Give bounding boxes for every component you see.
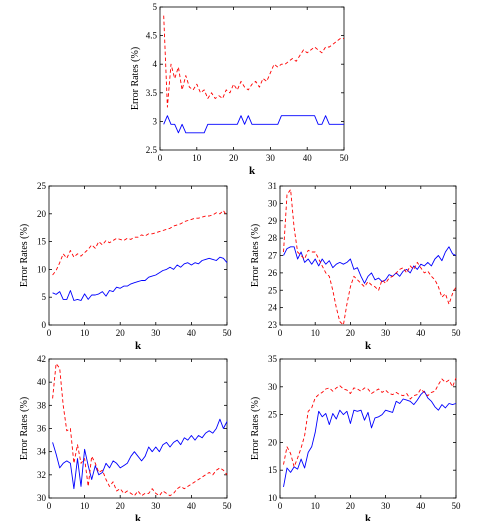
y-tick-label: 3.5 [146, 88, 158, 98]
x-tick-label: 10 [311, 501, 321, 511]
y-tick-label: 25 [268, 410, 278, 420]
x-tick-label: 20 [116, 328, 126, 338]
x-tick-label: 0 [278, 501, 283, 511]
x-tick-label: 30 [381, 501, 391, 511]
y-tick-label: 24 [268, 303, 278, 313]
x-tick-label: 50 [223, 328, 233, 338]
x-axis-label: k [135, 340, 142, 352]
y-tick-label: 4.5 [146, 31, 158, 41]
x-tick-label: 10 [80, 501, 90, 511]
series-line-blue-solid [52, 256, 228, 301]
x-tick-label: 30 [266, 153, 276, 163]
y-tick-label: 25 [37, 181, 47, 191]
y-tick-label: 28 [268, 233, 278, 243]
y-axis-label: Error Rates (%) [250, 224, 261, 287]
x-tick-label: 30 [151, 328, 161, 338]
y-tick-label: 32 [37, 470, 46, 480]
x-tick-label: 0 [158, 153, 163, 163]
y-tick-label: 26 [268, 268, 278, 278]
y-axis-label: Error Rates (%) [250, 397, 261, 460]
chart-panel-middle-left: 0 10 20 30 40 50 0 5 10 15 20 25 k Error Rates (%) [19, 181, 232, 352]
series-line-blue-solid [283, 246, 457, 284]
x-axis-label: k [365, 340, 372, 352]
plot-frame [279, 358, 457, 499]
x-tick-label: 50 [223, 501, 233, 511]
x-tick-label: 40 [187, 328, 197, 338]
x-tick-label: 30 [151, 501, 161, 511]
x-tick-label: 0 [278, 328, 283, 338]
y-axis-label: Error Rates (%) [19, 397, 30, 460]
x-tick-label: 0 [47, 501, 52, 511]
series-line-red-dashed [52, 363, 228, 497]
x-tick-label: 40 [303, 153, 313, 163]
chart-panel-bottom-left: 0 10 20 30 40 50 30 32 34 36 38 40 42 k Error Rates (%… [19, 354, 232, 521]
chart-panel-top: 0 10 20 30 40 50 2.5 3 3.5 4 4.5 5 k Error Rates (%) [130, 2, 349, 177]
x-tick-label: 40 [416, 501, 426, 511]
y-tick-label: 20 [268, 437, 278, 447]
y-tick-label: 3 [153, 116, 158, 126]
series-line-blue-solid [163, 115, 344, 134]
x-tick-label: 0 [47, 328, 52, 338]
y-tick-label: 23 [268, 320, 278, 330]
chart-panel-middle-right: 0 10 20 30 40 50 23 24 25 26 27 28 29 30 31 k Error Rate… [250, 181, 461, 352]
x-tick-label: 20 [346, 328, 356, 338]
x-tick-label: 40 [187, 501, 197, 511]
x-tick-label: 10 [192, 153, 202, 163]
y-tick-label: 30 [268, 382, 278, 392]
x-axis-label: k [365, 513, 372, 521]
y-tick-label: 0 [42, 320, 47, 330]
plot-frame [159, 6, 345, 151]
y-tick-label: 42 [37, 354, 46, 364]
y-tick-label: 15 [37, 237, 47, 247]
series-line-blue-solid [283, 390, 457, 487]
x-tick-label: 20 [116, 501, 126, 511]
x-tick-label: 10 [80, 328, 90, 338]
y-tick-label: 30 [268, 198, 278, 208]
y-tick-label: 10 [268, 493, 278, 503]
series-line-red-dashed [283, 377, 457, 468]
x-tick-label: 50 [452, 328, 462, 338]
x-tick-label: 50 [340, 153, 350, 163]
series-line-red-dashed [52, 210, 228, 276]
y-tick-label: 4 [153, 59, 158, 69]
y-tick-label: 5 [42, 292, 47, 302]
y-tick-label: 27 [268, 251, 278, 261]
y-tick-label: 15 [268, 465, 278, 475]
series-line-red-dashed [283, 189, 457, 326]
x-tick-label: 40 [416, 328, 426, 338]
y-tick-label: 35 [268, 354, 278, 364]
x-axis-label: k [135, 513, 142, 521]
x-axis-label: k [249, 165, 256, 177]
x-tick-label: 20 [229, 153, 239, 163]
y-tick-label: 5 [153, 2, 158, 12]
x-tick-label: 30 [381, 328, 391, 338]
y-axis-label: Error Rates (%) [130, 47, 141, 110]
plot-frame [48, 185, 228, 326]
y-tick-label: 30 [37, 493, 47, 503]
y-tick-label: 29 [268, 216, 278, 226]
x-tick-label: 20 [346, 501, 356, 511]
series-line-red-dashed [163, 15, 344, 108]
y-tick-label: 34 [37, 447, 47, 457]
y-tick-label: 36 [37, 424, 47, 434]
x-tick-label: 10 [311, 328, 321, 338]
y-tick-label: 38 [37, 400, 47, 410]
y-tick-label: 25 [268, 285, 278, 295]
y-tick-label: 10 [37, 264, 47, 274]
y-tick-label: 40 [37, 377, 47, 387]
y-tick-label: 2.5 [146, 145, 158, 155]
y-tick-label: 20 [37, 209, 47, 219]
y-axis-label: Error Rates (%) [19, 224, 30, 287]
series-line-blue-solid [52, 418, 228, 490]
y-tick-label: 31 [268, 181, 277, 191]
x-tick-label: 50 [452, 501, 462, 511]
